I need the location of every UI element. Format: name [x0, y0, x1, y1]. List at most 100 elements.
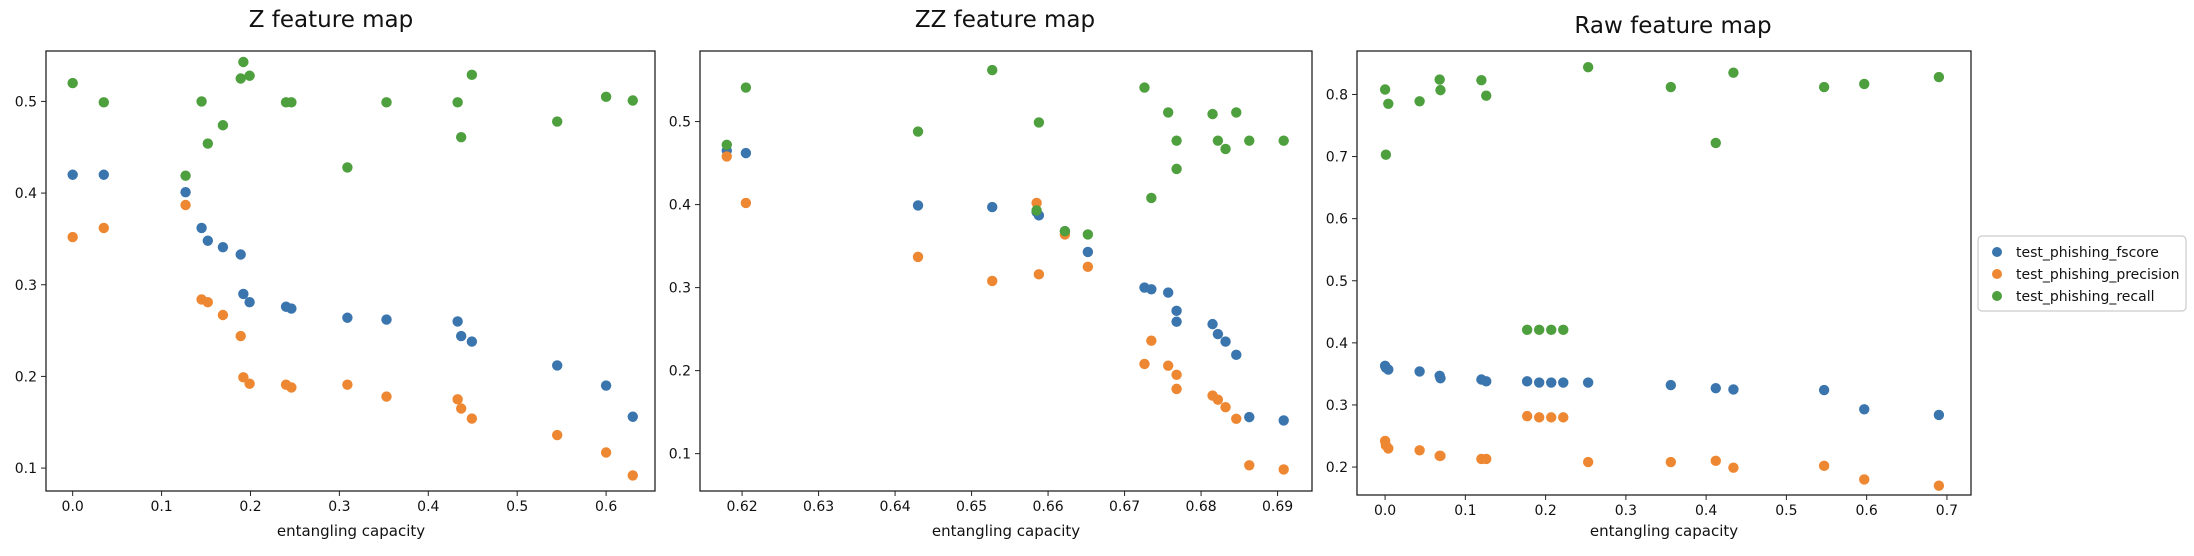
y-tick-label: 0.7 — [1326, 150, 1348, 166]
y-tick-label: 0.5 — [1326, 274, 1348, 290]
panel-raw-feature-map: Raw feature map 0.0 0.1 0.2 0.3 0.4 0.5 0.6 0.7… — [1326, 13, 1972, 540]
point-recall — [1434, 74, 1445, 85]
point-fscore — [1435, 373, 1446, 384]
point-precision — [1082, 261, 1094, 273]
point-fscore — [1533, 377, 1545, 388]
point-recall — [67, 77, 78, 89]
point-fscore — [912, 200, 924, 211]
point-fscore — [1278, 415, 1289, 426]
point-fscore — [67, 169, 78, 180]
x-tick-label: 0.63 — [803, 499, 834, 515]
point-recall — [552, 116, 563, 127]
x-tick-label: 0.1 — [150, 499, 172, 515]
point-fscore — [1212, 328, 1224, 340]
point-layer — [721, 64, 1289, 475]
point-fscore — [1244, 411, 1255, 423]
chart-title: Raw feature map — [1574, 13, 1771, 39]
x-tick-label: 0.4 — [417, 499, 439, 515]
point-precision — [987, 275, 998, 287]
point-recall — [987, 64, 998, 76]
x-tick-label: 0.7 — [1936, 503, 1958, 519]
x-tick-label: 0.66 — [1032, 499, 1063, 515]
legend: test_phishing_fscore test_phishing_preci… — [1977, 235, 2187, 312]
point-recall — [466, 69, 478, 81]
point-fscore — [627, 411, 638, 422]
point-fscore — [1818, 384, 1830, 396]
point-recall — [1859, 78, 1870, 90]
y-tick-label: 0.6 — [1326, 212, 1348, 228]
point-recall — [1546, 324, 1557, 336]
x-tick-label: 0.5 — [1775, 503, 1797, 519]
point-fscore — [1146, 284, 1157, 295]
point-recall — [1146, 192, 1157, 204]
legend-marker-fscore — [1992, 247, 2002, 257]
point-precision — [1171, 383, 1182, 395]
point-fscore — [1231, 349, 1242, 361]
x-tick-label: 0.69 — [1262, 499, 1293, 515]
point-recall — [600, 91, 612, 103]
point-fscore — [1207, 318, 1218, 330]
y-tick-label: 0.3 — [1326, 398, 1348, 414]
plot-frame — [45, 50, 656, 492]
point-fscore — [1171, 316, 1182, 327]
panel-z-feature-map: Z feature map 0.0 0.1 0.2 0.3 0.4 0.5 0.60.10.… — [15, 7, 656, 540]
point-recall — [202, 138, 214, 149]
point-fscore — [235, 249, 246, 260]
point-recall — [244, 70, 255, 81]
point-precision — [1139, 358, 1150, 370]
point-fscore — [552, 360, 563, 371]
point-precision — [600, 447, 612, 458]
point-fscore — [1521, 376, 1533, 387]
point-recall — [1207, 108, 1218, 120]
point-precision — [552, 429, 563, 441]
point-fscore — [1481, 376, 1492, 387]
point-precision — [1231, 413, 1242, 424]
legend-marker-recall — [1992, 291, 2002, 301]
point-precision — [1435, 450, 1446, 462]
point-recall — [455, 131, 467, 143]
x-axis-label: entangling capacity — [932, 522, 1080, 540]
point-recall — [1521, 324, 1533, 336]
x-tick-label: 0.68 — [1185, 499, 1216, 515]
point-recall — [1476, 74, 1487, 86]
point-precision — [740, 197, 752, 209]
x-tick-label: 0.62 — [726, 499, 757, 515]
x-tick-label: 0.2 — [239, 499, 261, 515]
point-precision — [342, 379, 353, 390]
point-fscore — [1220, 336, 1231, 347]
y-tick-label: 0.2 — [669, 364, 691, 380]
point-recall — [1171, 163, 1182, 175]
point-precision — [98, 222, 109, 234]
point-precision — [1546, 412, 1557, 423]
point-precision — [1710, 455, 1721, 467]
legend-marker-precision — [1992, 269, 2002, 279]
point-fscore — [1859, 404, 1870, 415]
y-tick-label: 0.5 — [15, 94, 37, 110]
point-recall — [1244, 135, 1255, 146]
point-fscore — [196, 222, 207, 234]
point-fscore — [1082, 246, 1094, 258]
point-precision — [1383, 443, 1394, 454]
point-recall — [1728, 67, 1739, 78]
point-fscore — [98, 169, 109, 180]
point-fscore — [1582, 377, 1594, 388]
point-recall — [217, 120, 229, 131]
point-precision — [1162, 360, 1174, 371]
point-recall — [1278, 135, 1289, 146]
y-tick-label: 0.1 — [15, 461, 37, 477]
tick-layer: 0.0 0.1 0.2 0.3 0.4 0.5 0.6 0.1 0.2 0.3 0.4 0.5 — [15, 94, 618, 515]
x-tick-label: 0.5 — [506, 499, 528, 515]
point-fscore — [1558, 377, 1569, 388]
y-tick-label: 0.4 — [1326, 336, 1348, 352]
legend-label-recall: test_phishing_recall — [2016, 289, 2154, 305]
point-recall — [286, 97, 297, 108]
plot-frame — [1356, 50, 1972, 496]
point-precision — [1665, 456, 1677, 468]
point-precision — [455, 403, 467, 414]
point-recall — [1435, 84, 1446, 96]
point-precision — [1818, 460, 1830, 472]
point-recall — [1033, 117, 1045, 128]
x-tick-label: 0.2 — [1534, 503, 1556, 519]
point-recall — [627, 95, 638, 106]
point-recall — [1139, 82, 1150, 93]
